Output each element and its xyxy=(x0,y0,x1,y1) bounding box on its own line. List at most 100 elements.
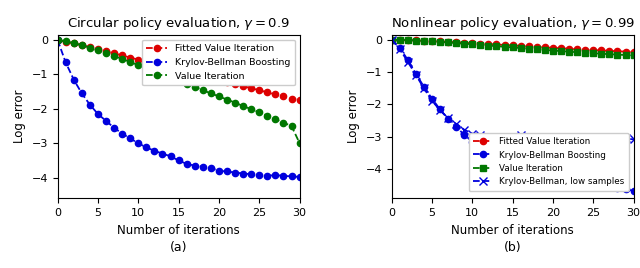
Value Iteration xyxy=(557,50,565,53)
Krylov-Bellman Boosting xyxy=(557,179,565,182)
Fitted Value Iteration xyxy=(70,42,77,45)
Value Iteration xyxy=(589,52,597,55)
Krylov-Bellman Boosting xyxy=(614,186,621,189)
Krylov-Bellman, low samples xyxy=(533,135,541,138)
Value Iteration xyxy=(605,53,613,56)
Value Iteration xyxy=(573,51,581,54)
Value Iteration xyxy=(159,73,166,76)
Value Iteration xyxy=(239,105,247,108)
Value Iteration xyxy=(199,89,207,92)
Krylov-Bellman Boosting xyxy=(199,165,207,168)
Krylov-Bellman Boosting xyxy=(460,133,468,136)
Krylov-Bellman Boosting xyxy=(500,162,508,165)
Fitted Value Iteration xyxy=(396,38,403,42)
Fitted Value Iteration xyxy=(589,49,597,52)
Krylov-Bellman Boosting xyxy=(541,178,548,181)
Value Iteration xyxy=(86,46,93,49)
Krylov-Bellman Boosting xyxy=(525,173,532,177)
Value Iteration xyxy=(565,50,573,53)
Fitted Value Iteration xyxy=(248,87,255,90)
Value Iteration xyxy=(183,82,191,85)
Fitted Value Iteration xyxy=(484,42,492,46)
Value Iteration xyxy=(444,41,452,44)
Fitted Value Iteration xyxy=(94,48,102,51)
Krylov-Bellman, low samples xyxy=(468,132,476,135)
Line: Krylov-Bellman Boosting: Krylov-Bellman Boosting xyxy=(54,37,303,180)
Value Iteration xyxy=(94,49,102,52)
Fitted Value Iteration xyxy=(420,39,428,42)
Fitted Value Iteration xyxy=(452,41,460,44)
Krylov-Bellman, low samples xyxy=(509,135,516,138)
Krylov-Bellman Boosting xyxy=(126,137,134,140)
Fitted Value Iteration xyxy=(581,48,589,51)
X-axis label: Number of iterations: Number of iterations xyxy=(117,224,240,237)
Value Iteration xyxy=(452,42,460,45)
Fitted Value Iteration xyxy=(614,50,621,53)
Value Iteration xyxy=(493,44,500,48)
Value Iteration xyxy=(533,48,541,51)
Fitted Value Iteration xyxy=(598,49,605,52)
Value Iteration xyxy=(428,40,436,43)
Value Iteration xyxy=(460,42,468,45)
Value Iteration xyxy=(598,52,605,55)
Krylov-Bellman, low samples xyxy=(428,99,436,102)
Krylov-Bellman Boosting xyxy=(159,152,166,155)
Y-axis label: Log error: Log error xyxy=(13,90,26,143)
Fitted Value Iteration xyxy=(517,44,525,47)
Fitted Value Iteration xyxy=(630,50,637,54)
Krylov-Bellman Boosting xyxy=(255,173,263,177)
Fitted Value Iteration xyxy=(288,97,296,100)
Value Iteration xyxy=(396,38,403,42)
Fitted Value Iteration xyxy=(565,47,573,50)
Krylov-Bellman Boosting xyxy=(183,162,191,166)
Krylov-Bellman, low samples xyxy=(598,138,605,141)
Value Iteration xyxy=(191,85,198,88)
Value Iteration xyxy=(207,92,214,95)
Krylov-Bellman, low samples xyxy=(436,109,444,112)
Fitted Value Iteration xyxy=(207,77,214,80)
Fitted Value Iteration xyxy=(110,52,118,55)
Fitted Value Iteration xyxy=(199,75,207,78)
Fitted Value Iteration xyxy=(143,60,150,63)
Krylov-Bellman Boosting xyxy=(296,175,303,178)
Krylov-Bellman Boosting xyxy=(288,175,296,178)
Value Iteration xyxy=(541,48,548,51)
Krylov-Bellman, low samples xyxy=(589,137,597,140)
Krylov-Bellman, low samples xyxy=(388,38,396,41)
Fitted Value Iteration xyxy=(191,73,198,76)
Fitted Value Iteration xyxy=(264,91,271,94)
Value Iteration xyxy=(525,47,532,50)
Krylov-Bellman Boosting xyxy=(191,164,198,167)
Krylov-Bellman Boosting xyxy=(428,97,436,100)
Value Iteration xyxy=(166,76,174,79)
Value Iteration xyxy=(630,54,637,57)
Krylov-Bellman, low samples xyxy=(396,47,403,50)
Krylov-Bellman Boosting xyxy=(404,58,412,61)
Krylov-Bellman, low samples xyxy=(460,128,468,131)
Fitted Value Iteration xyxy=(500,43,508,47)
Value Iteration xyxy=(264,114,271,117)
Title: Nonlinear policy evaluation, $\gamma = 0.99$: Nonlinear policy evaluation, $\gamma = 0… xyxy=(390,14,635,32)
Value Iteration xyxy=(296,142,303,145)
Legend: Fitted Value Iteration, Krylov-Bellman Boosting, Value Iteration: Fitted Value Iteration, Krylov-Bellman B… xyxy=(141,40,295,85)
Fitted Value Iteration xyxy=(460,41,468,44)
Line: Krylov-Bellman, low samples: Krylov-Bellman, low samples xyxy=(388,36,637,144)
Krylov-Bellman Boosting xyxy=(420,85,428,88)
Value Iteration xyxy=(500,45,508,49)
Krylov-Bellman Boosting xyxy=(150,149,158,152)
Krylov-Bellman, low samples xyxy=(557,138,565,141)
Value Iteration xyxy=(118,57,126,61)
Krylov-Bellman Boosting xyxy=(533,176,541,179)
Value Iteration xyxy=(134,64,142,67)
Krylov-Bellman Boosting xyxy=(509,166,516,169)
Value Iteration xyxy=(420,39,428,43)
Krylov-Bellman Boosting xyxy=(248,173,255,176)
Value Iteration xyxy=(110,55,118,58)
Krylov-Bellman, low samples xyxy=(565,136,573,139)
Fitted Value Iteration xyxy=(118,54,126,57)
Fitted Value Iteration xyxy=(525,45,532,48)
Value Iteration xyxy=(280,121,287,124)
Fitted Value Iteration xyxy=(404,39,412,42)
Krylov-Bellman Boosting xyxy=(94,112,102,116)
Fitted Value Iteration xyxy=(134,58,142,61)
